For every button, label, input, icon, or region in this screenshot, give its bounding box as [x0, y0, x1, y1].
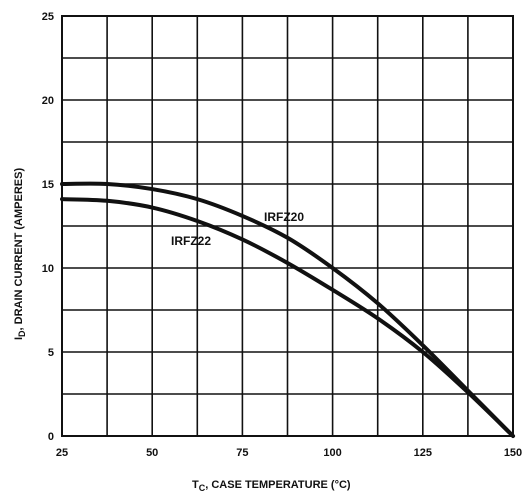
x-axis-label-text: , CASE TEMPERATURE (°C) [205, 479, 351, 491]
grid-lines [62, 16, 513, 436]
x-axis-label-subscript: C [199, 483, 206, 493]
y-axis-label-text: , DRAIN CURRENT (AMPERES) [13, 168, 25, 331]
x-tick-label: 50 [146, 447, 158, 459]
x-tick-label: 75 [236, 447, 248, 459]
y-tick-labels: 0 5 10 15 20 25 [42, 11, 54, 443]
y-tick-label: 20 [42, 95, 54, 107]
series-curves [60, 181, 515, 438]
series-label-irfz20: IRFZ20 [264, 210, 304, 224]
y-axis-label-subscript: D [17, 330, 27, 337]
y-tick-label: 0 [48, 431, 54, 443]
x-axis-label-prefix: T [192, 479, 199, 491]
series-line-irfz20 [60, 181, 515, 438]
x-tick-label: 25 [56, 447, 68, 459]
y-tick-label: 5 [48, 347, 54, 359]
series-label-irfz22: IRFZ22 [171, 234, 211, 248]
y-tick-label: 10 [42, 263, 54, 275]
x-axis-label: TC, CASE TEMPERATURE (°C) [192, 479, 351, 493]
series-line-irfz22 [60, 197, 515, 438]
plot-frame [61, 15, 514, 437]
x-tick-labels: 25 50 75 100 125 150 [56, 447, 522, 459]
y-tick-label: 15 [42, 179, 54, 191]
x-tick-label: 100 [323, 447, 341, 459]
y-axis-label-prefix: I [13, 337, 25, 340]
y-axis-label: ID, DRAIN CURRENT (AMPERES) [13, 168, 27, 340]
x-tick-label: 125 [414, 447, 432, 459]
x-tick-label: 150 [504, 447, 522, 459]
y-tick-label: 25 [42, 11, 54, 23]
